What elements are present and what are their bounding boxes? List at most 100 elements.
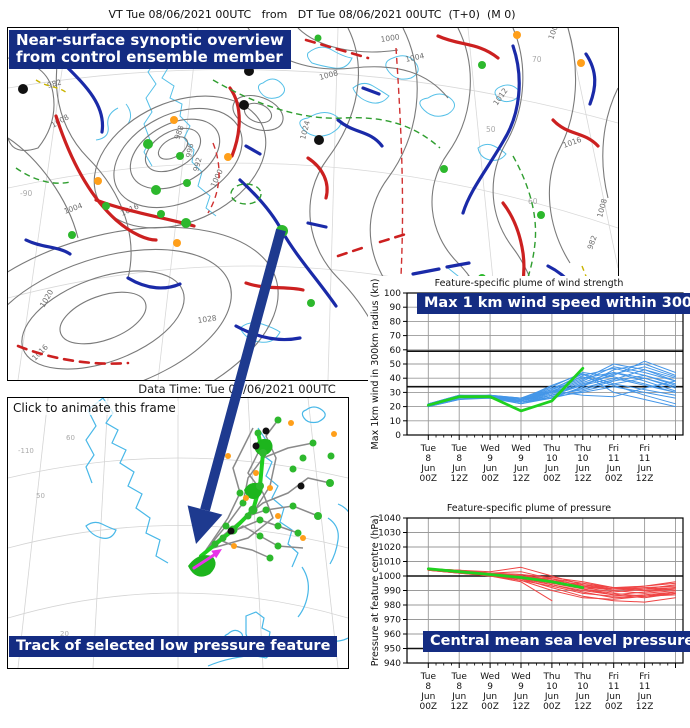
svg-text:11: 11 (639, 682, 650, 692)
svg-text:20: 20 (60, 630, 69, 638)
svg-text:12Z: 12Z (636, 474, 654, 484)
svg-text:1028: 1028 (197, 313, 217, 325)
pressure-plume-chart: Feature-specific plume of pressure 940 95… (368, 501, 690, 724)
svg-text:12Z: 12Z (450, 474, 468, 484)
track-overlay-label: Track of selected low pressure feature (9, 636, 338, 658)
svg-text:1010: 1010 (378, 558, 401, 568)
svg-text:70: 70 (532, 55, 542, 64)
svg-text:950: 950 (384, 645, 401, 655)
svg-text:90: 90 (390, 303, 402, 313)
svg-text:1000: 1000 (209, 168, 225, 189)
svg-text:80: 80 (390, 317, 402, 327)
svg-text:Jun: Jun (544, 464, 559, 474)
svg-text:-90: -90 (20, 189, 32, 198)
svg-text:8: 8 (456, 682, 462, 692)
svg-text:50: 50 (390, 360, 402, 370)
svg-text:12Z: 12Z (574, 702, 592, 712)
wind-plume-plot: 0102030405060708090100Tue8Jun00ZTue8Jun1… (370, 279, 684, 484)
svg-text:Jun: Jun (575, 464, 590, 474)
svg-text:1030: 1030 (378, 529, 401, 539)
svg-text:Jun: Jun (513, 692, 528, 702)
yellow-dashed-lines (35, 79, 605, 351)
track-points-orange (225, 420, 337, 549)
wind-overlay-label: Max 1 km wind speed within 300 km (417, 293, 690, 315)
svg-text:8: 8 (456, 454, 462, 464)
track-points-green (211, 416, 335, 562)
svg-text:970: 970 (384, 616, 401, 626)
svg-text:Tue: Tue (420, 672, 437, 682)
svg-text:11: 11 (608, 454, 619, 464)
svg-text:-110: -110 (18, 447, 34, 455)
svg-text:9: 9 (518, 682, 524, 692)
svg-text:Jun: Jun (606, 692, 621, 702)
svg-text:10: 10 (546, 454, 558, 464)
svg-text:20: 20 (390, 403, 402, 413)
cold-fronts (24, 32, 597, 342)
trough-dashed-red (207, 47, 404, 369)
synoptic-overlay-label: Near-surface synoptic overview from cont… (9, 30, 291, 69)
svg-text:Tue: Tue (451, 444, 468, 454)
svg-text:50: 50 (486, 125, 496, 134)
svg-text:Wed: Wed (480, 672, 500, 682)
svg-text:1000: 1000 (378, 572, 401, 582)
track-map-panel[interactable]: -110 50 60 20 (7, 397, 349, 669)
svg-text:1004: 1004 (405, 51, 426, 64)
svg-text:10: 10 (577, 682, 589, 692)
svg-text:40: 40 (390, 374, 402, 384)
svg-text:30: 30 (390, 388, 402, 398)
svg-text:Jun: Jun (606, 464, 621, 474)
svg-text:1008: 1008 (546, 28, 561, 41)
svg-text:Max 1km wind in 300km radius (: Max 1km wind in 300km radius (kn) (370, 279, 381, 450)
svg-text:9: 9 (518, 454, 524, 464)
svg-text:00Z: 00Z (419, 702, 437, 712)
svg-text:Jun: Jun (544, 692, 559, 702)
svg-text:Jun: Jun (575, 692, 590, 702)
svg-text:Jun: Jun (420, 692, 435, 702)
svg-text:00Z: 00Z (543, 702, 561, 712)
svg-text:8: 8 (425, 682, 431, 692)
svg-text:Wed: Wed (480, 444, 500, 454)
svg-text:Thu: Thu (573, 672, 591, 682)
svg-text:11: 11 (608, 682, 619, 692)
svg-text:Fri: Fri (608, 444, 619, 454)
svg-text:50: 50 (36, 492, 45, 500)
svg-text:8: 8 (425, 454, 431, 464)
svg-text:960: 960 (384, 630, 401, 640)
animate-hint[interactable]: Click to animate this frame (11, 401, 178, 415)
page-title: VT Tue 08/06/2021 00UTC from DT Tue 08/0… (108, 8, 516, 21)
svg-text:Fri: Fri (639, 672, 650, 682)
svg-text:990: 990 (384, 587, 401, 597)
svg-text:00Z: 00Z (419, 474, 437, 484)
svg-text:70: 70 (390, 332, 402, 342)
svg-text:1000: 1000 (380, 32, 400, 44)
svg-text:Jun: Jun (637, 464, 652, 474)
svg-text:9: 9 (487, 682, 493, 692)
svg-text:1008: 1008 (318, 68, 339, 82)
pressure-plume-plot: 94095096097098099010001010102010301040Tu… (370, 514, 684, 712)
svg-text:Fri: Fri (639, 444, 650, 454)
svg-text:Jun: Jun (637, 692, 652, 702)
svg-text:940: 940 (384, 659, 401, 669)
svg-text:10: 10 (390, 417, 402, 427)
synoptic-overlay-label-line1: Near-surface synoptic overview (16, 31, 284, 49)
svg-text:Jun: Jun (451, 464, 466, 474)
svg-text:0: 0 (395, 431, 401, 441)
svg-text:12Z: 12Z (574, 474, 592, 484)
svg-text:00Z: 00Z (605, 474, 623, 484)
pressure-chart-title: Feature-specific plume of pressure (446, 503, 612, 514)
svg-text:Fri: Fri (608, 672, 619, 682)
svg-text:10: 10 (546, 682, 558, 692)
svg-text:Jun: Jun (451, 692, 466, 702)
svg-text:982: 982 (585, 234, 598, 251)
synoptic-overlay-label-line2: from control ensemble member (16, 47, 283, 66)
green-dashed-lines (15, 79, 537, 317)
svg-text:Jun: Jun (420, 464, 435, 474)
svg-text:Pressure at feature centre (hP: Pressure at feature centre (hPa) (370, 515, 381, 666)
svg-text:Thu: Thu (573, 444, 591, 454)
svg-text:1020: 1020 (378, 543, 401, 553)
track-map[interactable]: -110 50 60 20 (8, 398, 348, 668)
svg-text:12Z: 12Z (512, 702, 530, 712)
svg-text:Wed: Wed (511, 444, 531, 454)
svg-text:12Z: 12Z (636, 702, 654, 712)
svg-text:12Z: 12Z (512, 474, 530, 484)
